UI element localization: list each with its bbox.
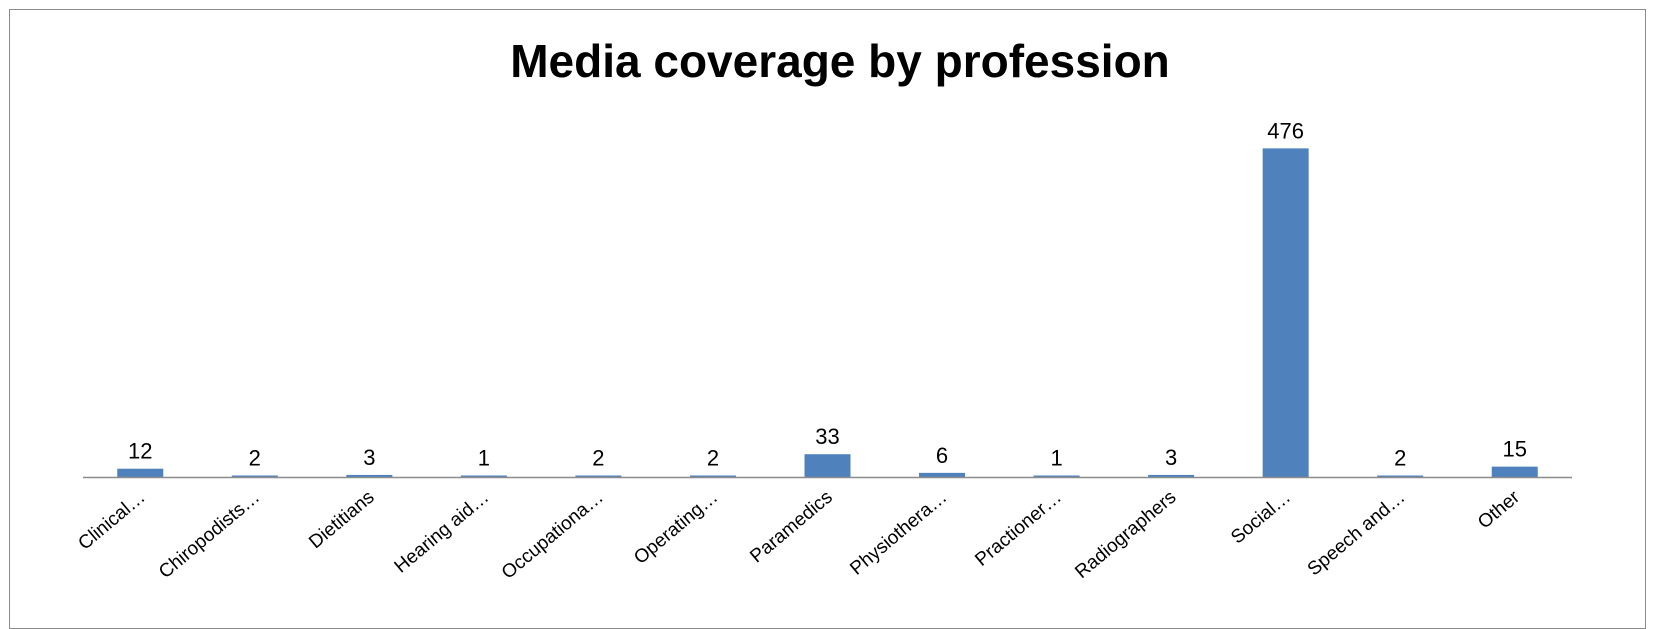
data-label: 6 (936, 443, 948, 468)
chart-title: Media coverage by profession (510, 35, 1170, 87)
bar (117, 468, 164, 477)
data-label: 2 (1394, 446, 1406, 471)
bar (346, 474, 393, 477)
bar (919, 472, 966, 477)
data-label: 1 (478, 446, 490, 471)
data-label: 1 (1050, 446, 1062, 471)
bar (804, 454, 851, 477)
x-tick-label: Chiropodists… (155, 487, 264, 583)
data-label: 15 (1502, 437, 1526, 462)
x-tick-label: Social… (1227, 487, 1295, 549)
x-tick-label: Clinical… (75, 487, 150, 555)
data-label: 3 (1165, 445, 1177, 470)
x-tick-label: Radiographers (1071, 487, 1180, 583)
x-tick-label: Operating… (630, 487, 722, 569)
data-label: 476 (1267, 118, 1304, 143)
bar (231, 475, 278, 477)
bars-group (117, 148, 1538, 477)
bar (1033, 475, 1080, 477)
bar (1491, 466, 1538, 477)
data-label: 3 (363, 445, 375, 470)
x-tick-label: Speech and… (1304, 487, 1410, 580)
x-tick-label: Practioner… (971, 487, 1065, 571)
data-label: 2 (707, 446, 719, 471)
bar (1148, 474, 1195, 477)
bar (460, 475, 507, 477)
data-label: 2 (249, 446, 261, 471)
x-tick-label: Dietitians (305, 487, 378, 553)
chart-area (9, 9, 1646, 629)
x-tick-label: Other (1474, 486, 1524, 533)
x-tick-labels-group: Clinical… Chiropodists… Dietitians Hearing … (75, 486, 1525, 583)
data-label: 2 (592, 446, 604, 471)
bar (689, 475, 736, 477)
data-label: 33 (815, 424, 839, 449)
x-tick-label: Physiothera… (846, 487, 951, 580)
x-tick-label: Occupationa… (498, 487, 608, 584)
x-tick-label: Hearing aid… (391, 487, 493, 578)
data-label: 12 (128, 439, 152, 464)
bar (1377, 475, 1424, 477)
x-tick-label: Paramedics (746, 487, 836, 568)
bar (575, 475, 622, 477)
bar (1262, 148, 1309, 477)
